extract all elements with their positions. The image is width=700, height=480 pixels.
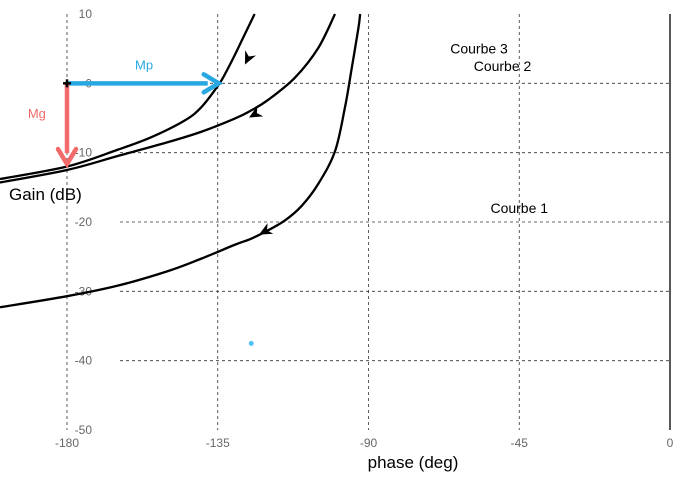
curve-1-arrow [259, 223, 274, 235]
y-tick-label: -40 [75, 354, 93, 368]
x-tick-label: -45 [511, 436, 529, 450]
curve-3-label: Courbe 3 [450, 41, 508, 57]
x-tick-label: 0 [667, 436, 674, 450]
annotation-mp-head [201, 72, 224, 95]
curve-3-line [0, 13, 256, 181]
curve-3-arrow [244, 50, 256, 65]
curve-2-line [0, 13, 337, 184]
curve-2-arrow [249, 105, 264, 118]
annotation-mp: Mp [67, 57, 224, 95]
curve-1: Courbe 1 [0, 13, 548, 309]
y-tick-label: -50 [75, 423, 93, 437]
x-axis-label: phase (deg) [368, 453, 459, 472]
curve-2: Courbe 2 [0, 13, 532, 184]
grid [66, 14, 672, 430]
x-tick-label: -135 [206, 436, 230, 450]
x-tick-label: -90 [360, 436, 378, 450]
annotations: Mp Mg [28, 57, 254, 346]
x-tick-labels: -180 -135 -90 -45 0 [55, 436, 674, 450]
y-tick-label: 10 [79, 7, 93, 21]
critical-point-marker [63, 79, 71, 88]
annotation-mp-label: Mp [135, 57, 153, 72]
curve-1-label: Courbe 1 [490, 200, 548, 216]
annotation-mg-head [55, 146, 79, 169]
data-dot [248, 340, 254, 346]
curve-1-line [0, 13, 362, 309]
y-axis-label: Gain (dB) [9, 185, 82, 204]
y-tick-label: -10 [75, 146, 93, 160]
y-tick-labels: 100-10-20-30-40-50 [75, 7, 93, 437]
curve-2-label: Courbe 2 [474, 58, 532, 74]
annotation-mg: Mg [28, 83, 79, 169]
curve-3: Courbe 3 [0, 13, 508, 181]
annotation-mg-label: Mg [28, 106, 46, 121]
y-tick-label: -20 [75, 215, 93, 229]
x-tick-label: -180 [55, 436, 79, 450]
